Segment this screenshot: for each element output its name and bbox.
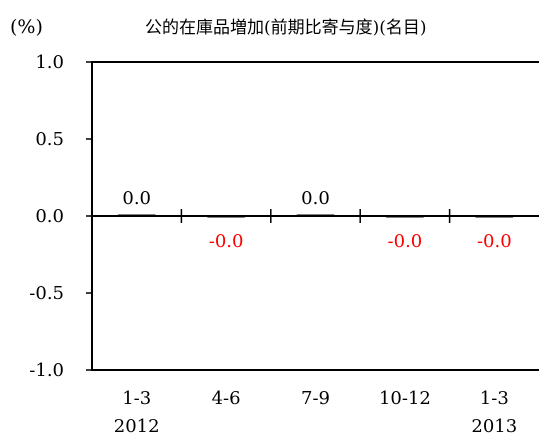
x-tick-label: 7-9 bbox=[301, 388, 330, 409]
y-tick-label: 0.0 bbox=[35, 206, 64, 227]
x-tick-label: 1-3 bbox=[480, 388, 509, 409]
x-tick-label: 4-6 bbox=[212, 388, 241, 409]
y-tick-label: -0.5 bbox=[29, 283, 64, 304]
x-tick-label: 1-3 bbox=[122, 388, 151, 409]
bar bbox=[296, 214, 335, 216]
x-tick-label: 10-12 bbox=[379, 388, 431, 409]
chart-title: 公的在庫品増加(前期比寄与度)(名目) bbox=[145, 18, 427, 38]
data-label: 0.0 bbox=[301, 188, 330, 209]
y-tick-label: -1.0 bbox=[29, 360, 64, 381]
y-tick-label: 0.5 bbox=[35, 129, 64, 150]
data-label: -0.0 bbox=[477, 231, 512, 252]
data-label: -0.0 bbox=[209, 231, 244, 252]
x-year-label: 2013 bbox=[471, 416, 517, 437]
data-label: 0.0 bbox=[122, 188, 151, 209]
x-year-label: 2012 bbox=[114, 416, 160, 437]
y-tick-label: 1.0 bbox=[35, 52, 64, 73]
x-axis-labels: 1-3 2012 4-6 7-9 10-12 1-3 2013 bbox=[114, 388, 517, 437]
bar bbox=[386, 216, 424, 218]
y-axis-ticks: 1.0 0.5 0.0 -0.5 -1.0 bbox=[29, 52, 92, 381]
bar bbox=[475, 216, 514, 218]
y-unit-label: (%) bbox=[10, 16, 43, 38]
data-label: -0.0 bbox=[388, 231, 423, 252]
bar bbox=[117, 214, 156, 216]
data-labels: 0.0 -0.0 0.0 -0.0 -0.0 bbox=[122, 188, 511, 252]
bar-series bbox=[117, 214, 514, 218]
bar bbox=[207, 216, 245, 218]
